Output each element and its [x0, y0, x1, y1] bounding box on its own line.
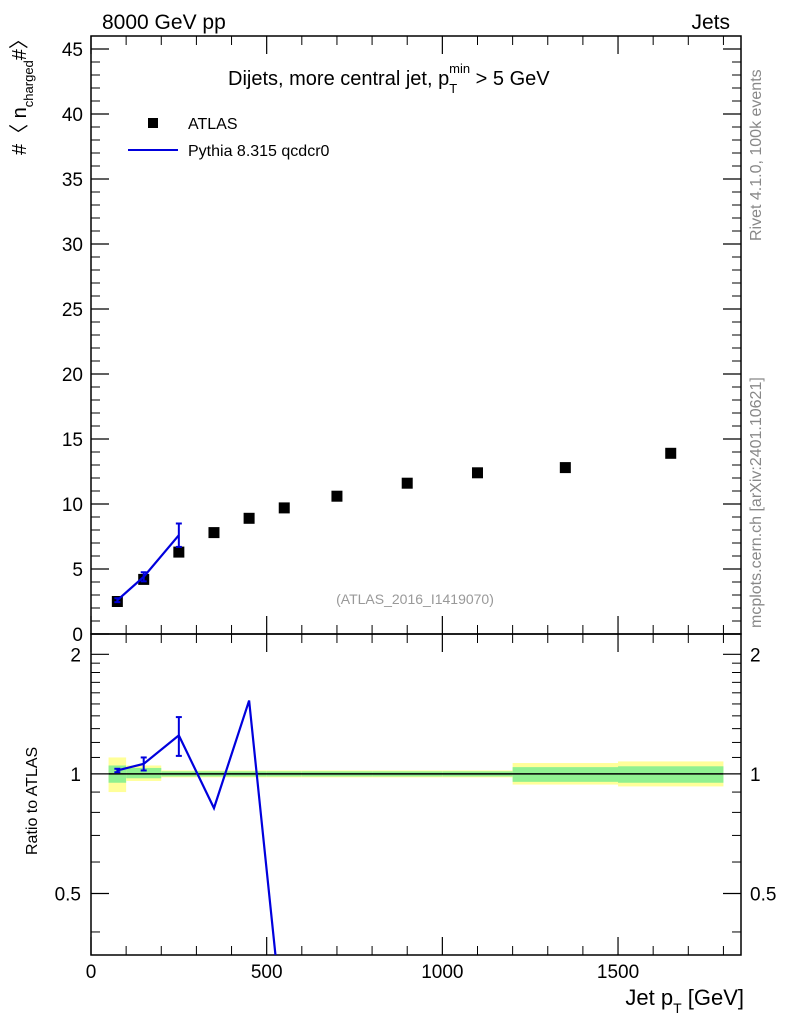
- header-right: Jets: [691, 11, 730, 34]
- ratio-ytick-label-right: 0.5: [750, 884, 776, 905]
- plot-title-tail: > 5 GeV: [470, 68, 550, 90]
- atlas-data-point: [401, 477, 413, 489]
- ratio-ytick-label: 0.5: [55, 884, 81, 905]
- rivet-label: Rivet 4.1.0, 100k events: [748, 69, 765, 241]
- ratio-axis-ticks: 0 500 1000 1500 0.5 0.5 1 1 2 2: [55, 634, 776, 983]
- ratio-xtick-label: 500: [251, 962, 283, 983]
- pythia-line: [116, 534, 180, 602]
- header-left: 8000 GeV pp: [102, 11, 226, 34]
- atlas-data-point: [331, 490, 343, 502]
- ratio-band-inner: [126, 767, 162, 779]
- main-ytick-label: 15: [62, 430, 83, 451]
- ratio-data-marks: [114, 700, 277, 956]
- main-ytick-label: 5: [72, 560, 83, 581]
- main-axis-ticks: 0 5 10 15 20 25 30 35 40 45: [62, 35, 741, 646]
- atlas-data-point: [208, 527, 220, 539]
- main-ytick-label: 45: [62, 40, 83, 61]
- plot-title-main: Dijets, more central jet, p: [228, 68, 449, 90]
- x-axis-label: Jet pT [GeV]: [625, 985, 744, 1016]
- main-data-marks: [111, 447, 677, 607]
- main-ytick-label: 20: [62, 365, 83, 386]
- ratio-xtick-label: 0: [86, 962, 97, 983]
- atlas-data-point: [665, 447, 677, 459]
- ratio-uncertainty-bands: [108, 757, 724, 793]
- atlas-data-point: [243, 512, 255, 524]
- ratio-ytick-label: 2: [70, 645, 81, 666]
- legend-mc-label: Pythia 8.315 qcdcr0: [188, 143, 330, 160]
- plot-title-sub: T: [449, 81, 457, 96]
- atlas-data-point: [471, 467, 483, 479]
- main-ytick-label: 25: [62, 300, 83, 321]
- ratio-ytick-label: 1: [70, 765, 81, 786]
- main-ytick-label: 40: [62, 105, 83, 126]
- ratio-ylabel: Ratio to ATLAS: [24, 747, 41, 855]
- svg-text:#〈 ncharged#〉: #〈 ncharged#〉: [9, 29, 36, 155]
- plot-title: Dijets, more central jet, pTmin > 5 GeV: [228, 61, 550, 96]
- main-ytick-label: 0: [72, 625, 83, 646]
- ratio-ytick-label-right: 1: [750, 765, 761, 786]
- plot-title-sup: min: [449, 61, 470, 76]
- ratio-xtick-label: 1500: [597, 962, 639, 983]
- ratio-xtick-label: 1000: [421, 962, 463, 983]
- main-ytick-label: 30: [62, 235, 83, 256]
- legend-data-label: ATLAS: [188, 116, 238, 133]
- ratio-plot-frame: [90, 633, 742, 956]
- mcplots-label: mcplots.cern.ch [arXiv:2401.10621]: [748, 377, 765, 628]
- atlas-data-point: [278, 502, 290, 514]
- atlas-data-point: [559, 462, 571, 474]
- main-ylabel: #〈 ncharged#〉: [9, 29, 36, 155]
- main-ytick-label: 35: [62, 170, 83, 191]
- legend-data-marker: [148, 118, 158, 128]
- pythia-ratio-line: [117, 700, 277, 956]
- main-ytick-label: 10: [62, 495, 83, 516]
- ratio-ytick-label-right: 2: [750, 645, 761, 666]
- analysis-watermark: (ATLAS_2016_I1419070): [336, 591, 494, 607]
- atlas-data-point: [173, 546, 185, 558]
